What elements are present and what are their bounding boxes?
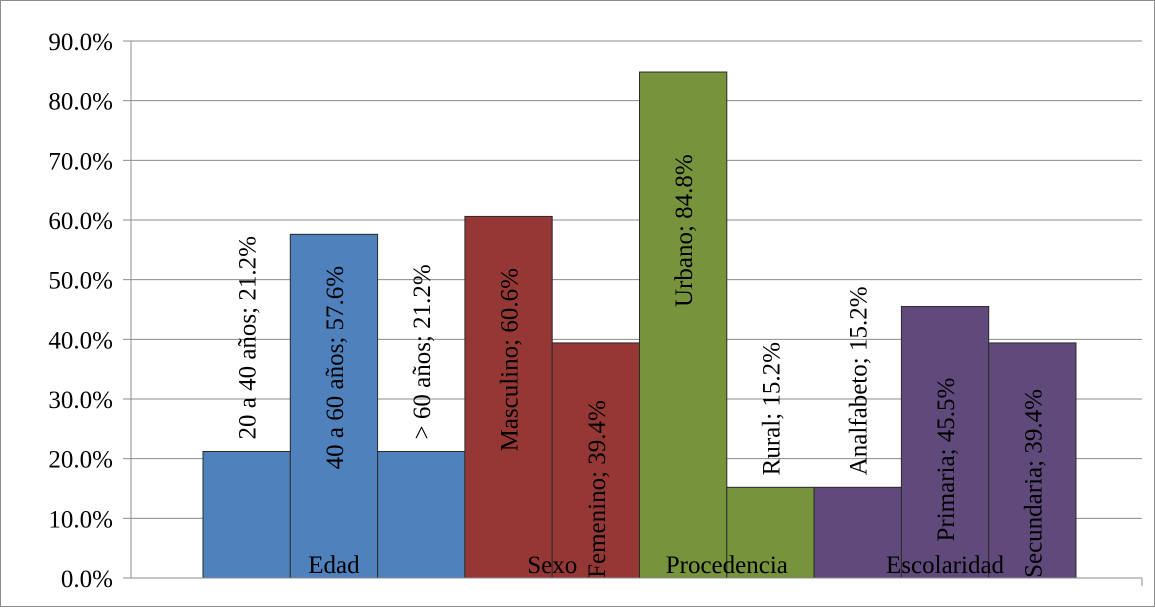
bar [289, 233, 379, 579]
data-label: Secundaria; 39.4% [1020, 389, 1047, 578]
bar [464, 215, 553, 579]
bar [377, 451, 466, 579]
y-tick-label: 70.0% [48, 148, 113, 175]
group-label: Sexo [527, 552, 577, 579]
y-tick-label: 10.0% [48, 506, 113, 533]
bar [988, 342, 1077, 579]
bar [639, 71, 728, 579]
data-label: Femenino; 39.4% [584, 400, 611, 578]
data-label: Urbano; 84.8% [671, 154, 698, 307]
data-label: Analfabeto; 15.2% [846, 286, 873, 475]
group-label: Procedencia [666, 552, 788, 579]
y-tick-label: 40.0% [48, 327, 113, 354]
data-label: Rural; 15.2% [758, 342, 785, 475]
data-label: 40 a 60 años; 57.6% [322, 266, 349, 469]
y-tick-label: 90.0% [48, 29, 113, 56]
data-label: Masculino; 60.6% [497, 268, 524, 451]
y-tick-label: 60.0% [48, 208, 113, 235]
bar [900, 306, 990, 579]
y-tick-label: 30.0% [48, 387, 113, 414]
bar [551, 342, 641, 579]
data-label: Primaria; 45.5% [933, 378, 960, 542]
y-tick-label: 50.0% [48, 268, 113, 295]
group-label: Escolaridad [886, 552, 1005, 579]
data-label: 20 a 40 años; 21.2% [235, 236, 262, 439]
y-tick-label: 20.0% [48, 447, 113, 474]
y-tick-label: 80.0% [48, 89, 113, 116]
y-tick-label: 0.0% [61, 566, 113, 593]
bar [813, 486, 902, 579]
bar [202, 451, 291, 579]
data-label: > 60 años; 21.2% [409, 264, 436, 439]
group-label: Edad [308, 552, 360, 579]
